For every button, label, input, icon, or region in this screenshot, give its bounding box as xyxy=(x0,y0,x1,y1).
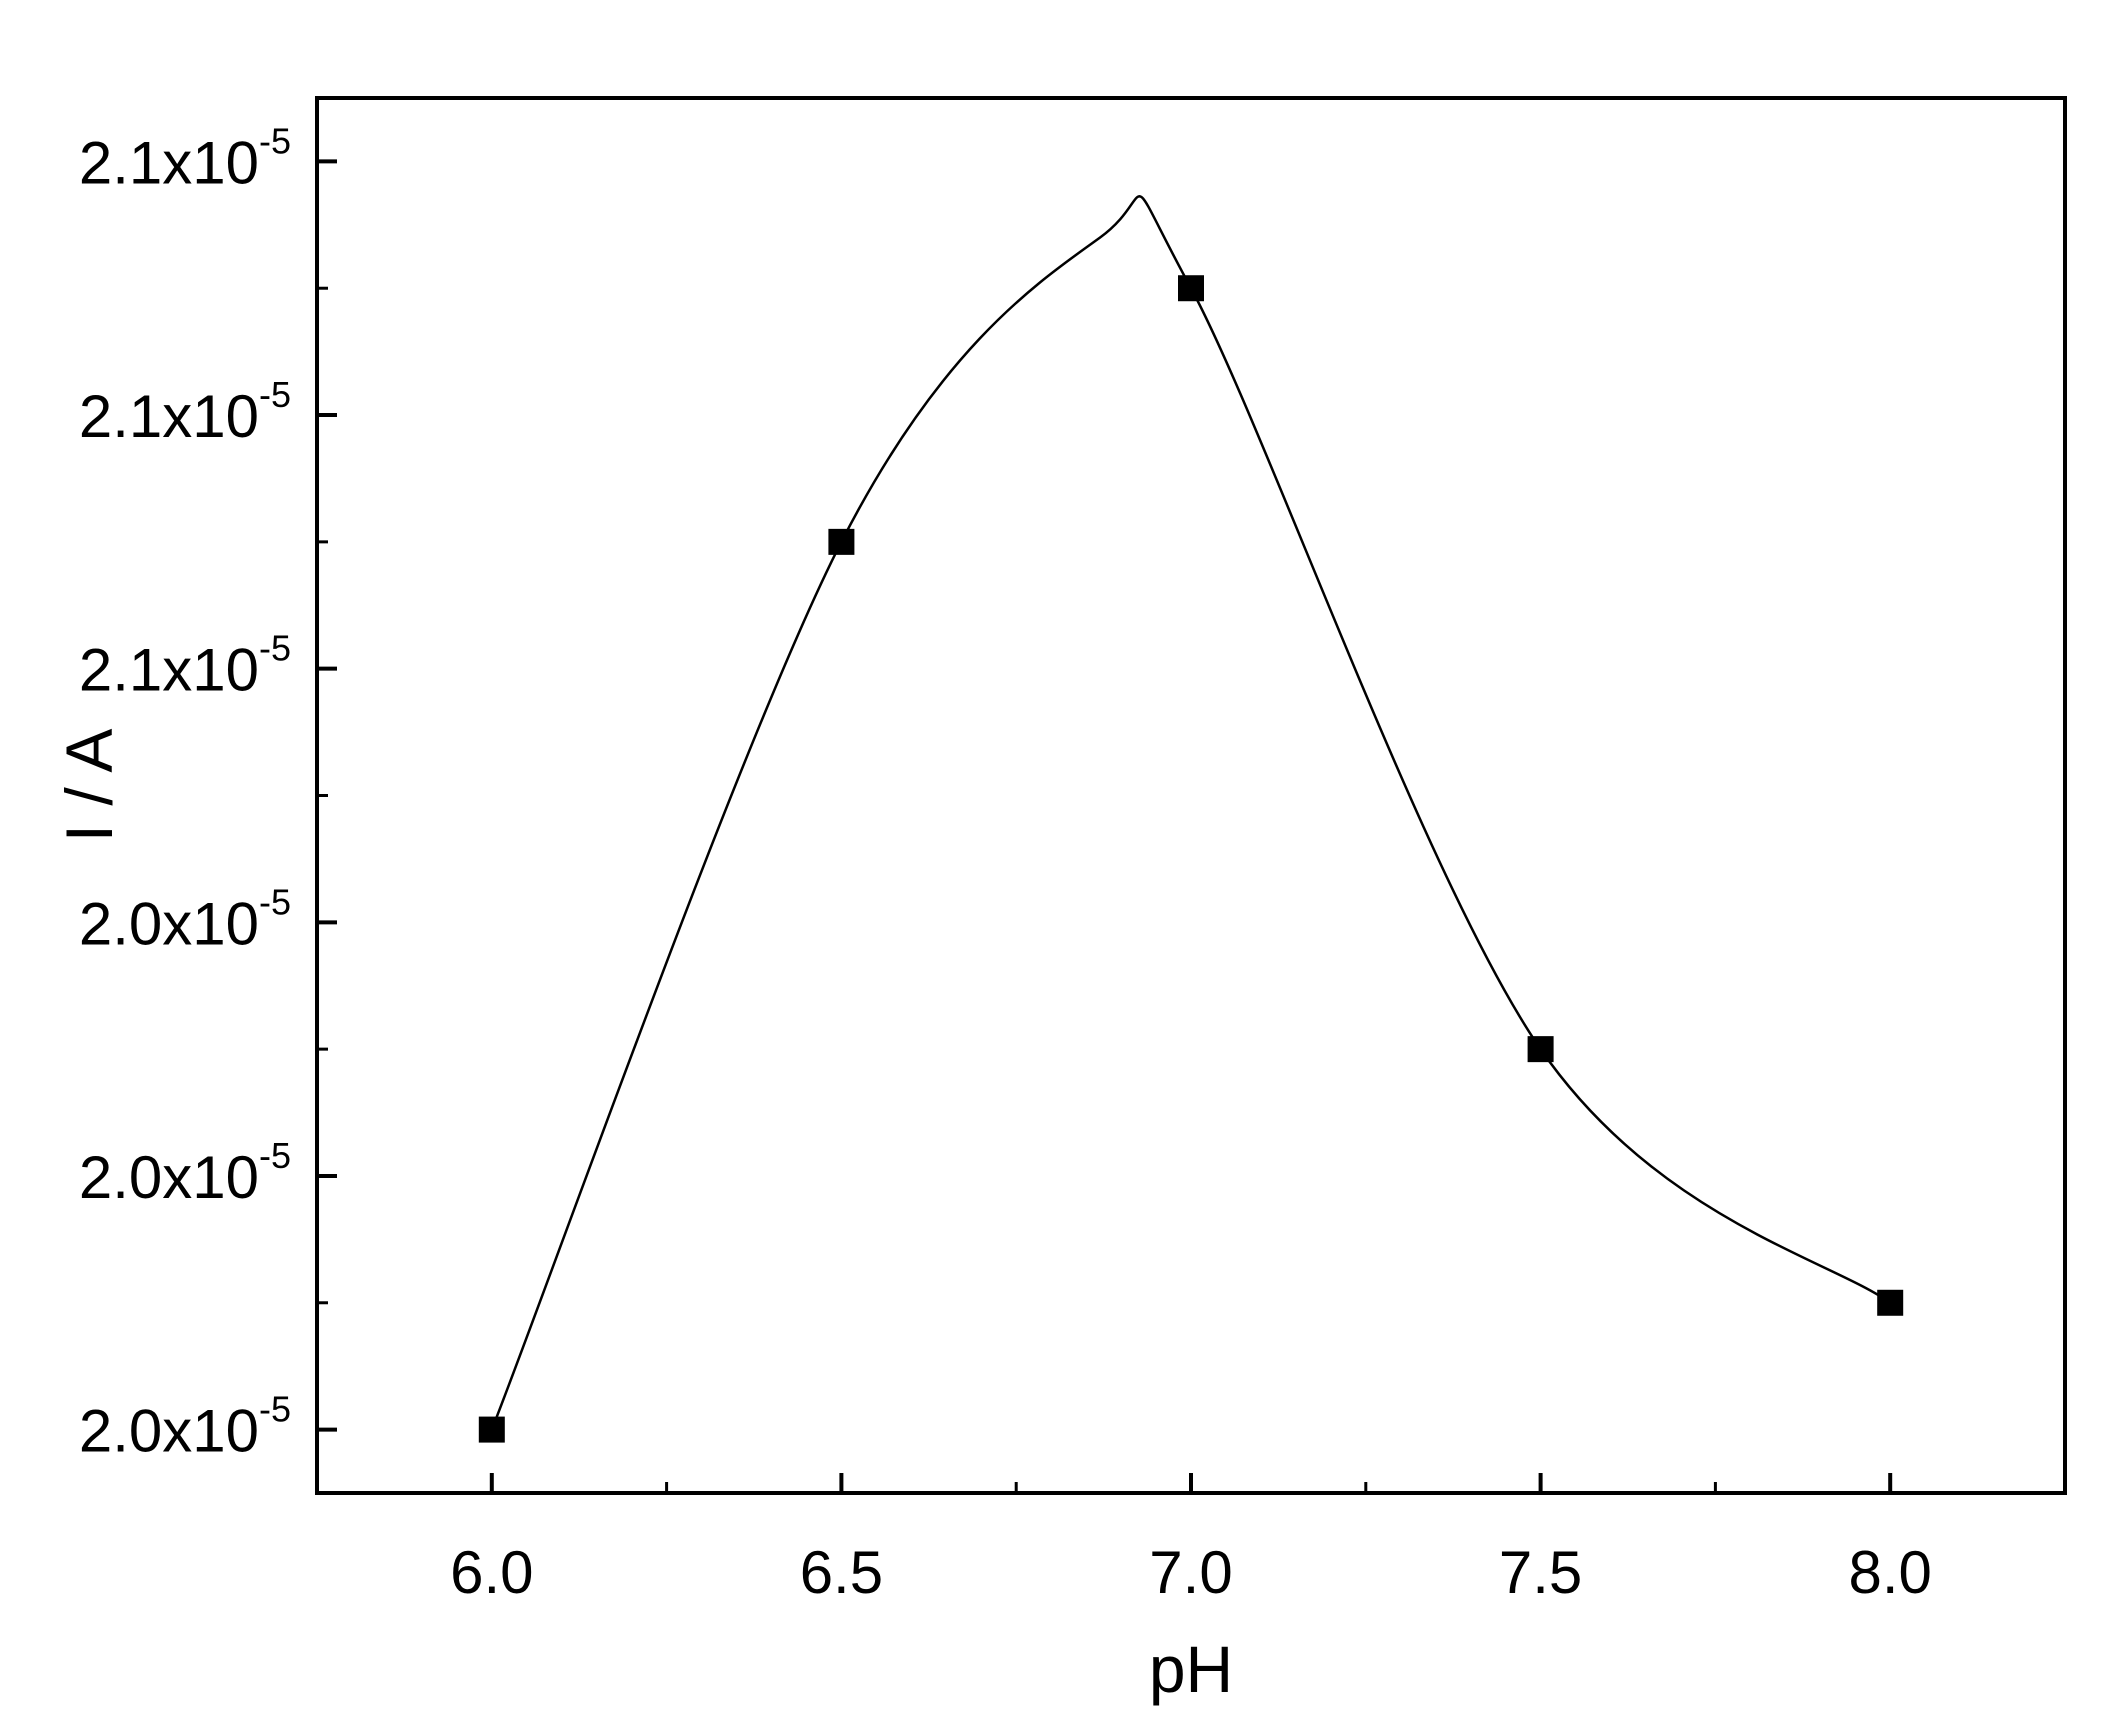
y-tick-label: 2.0x10-5 xyxy=(79,1135,291,1211)
major-ticks xyxy=(317,159,1893,1493)
data-markers xyxy=(478,275,1904,1443)
x-axis-title: pH xyxy=(1149,1632,1233,1706)
minor-ticks xyxy=(317,286,1717,1493)
data-point xyxy=(828,528,855,555)
y-tick-labels: 2.0x10-5 2.0x10-5 2.0x10-5 2.1x10-5 2.1x10-5… xyxy=(79,120,291,1464)
data-point xyxy=(478,1416,505,1443)
fit-curve xyxy=(490,195,1891,1431)
x-tick-label: 7.0 xyxy=(1149,1539,1232,1606)
y-axis-title: I / A xyxy=(52,729,126,843)
data-point xyxy=(1527,1036,1554,1063)
y-tick-label: 2.0x10-5 xyxy=(79,881,291,957)
data-point xyxy=(1178,275,1204,302)
x-tick-label: 8.0 xyxy=(1848,1539,1931,1606)
data-point xyxy=(1877,1289,1904,1316)
y-tick-label: 2.1x10-5 xyxy=(79,120,291,196)
x-tick-label: 7.5 xyxy=(1499,1539,1582,1606)
y-tick-label: 2.1x10-5 xyxy=(79,374,291,450)
y-tick-label: 2.1x10-5 xyxy=(79,628,291,704)
x-tick-label: 6.0 xyxy=(450,1539,533,1606)
x-tick-label: 6.5 xyxy=(800,1539,883,1606)
plot-frame xyxy=(315,96,2067,1495)
x-tick-labels: 6.0 6.5 7.0 7.5 8.0 xyxy=(450,1539,1932,1606)
y-tick-label: 2.0x10-5 xyxy=(79,1389,291,1465)
